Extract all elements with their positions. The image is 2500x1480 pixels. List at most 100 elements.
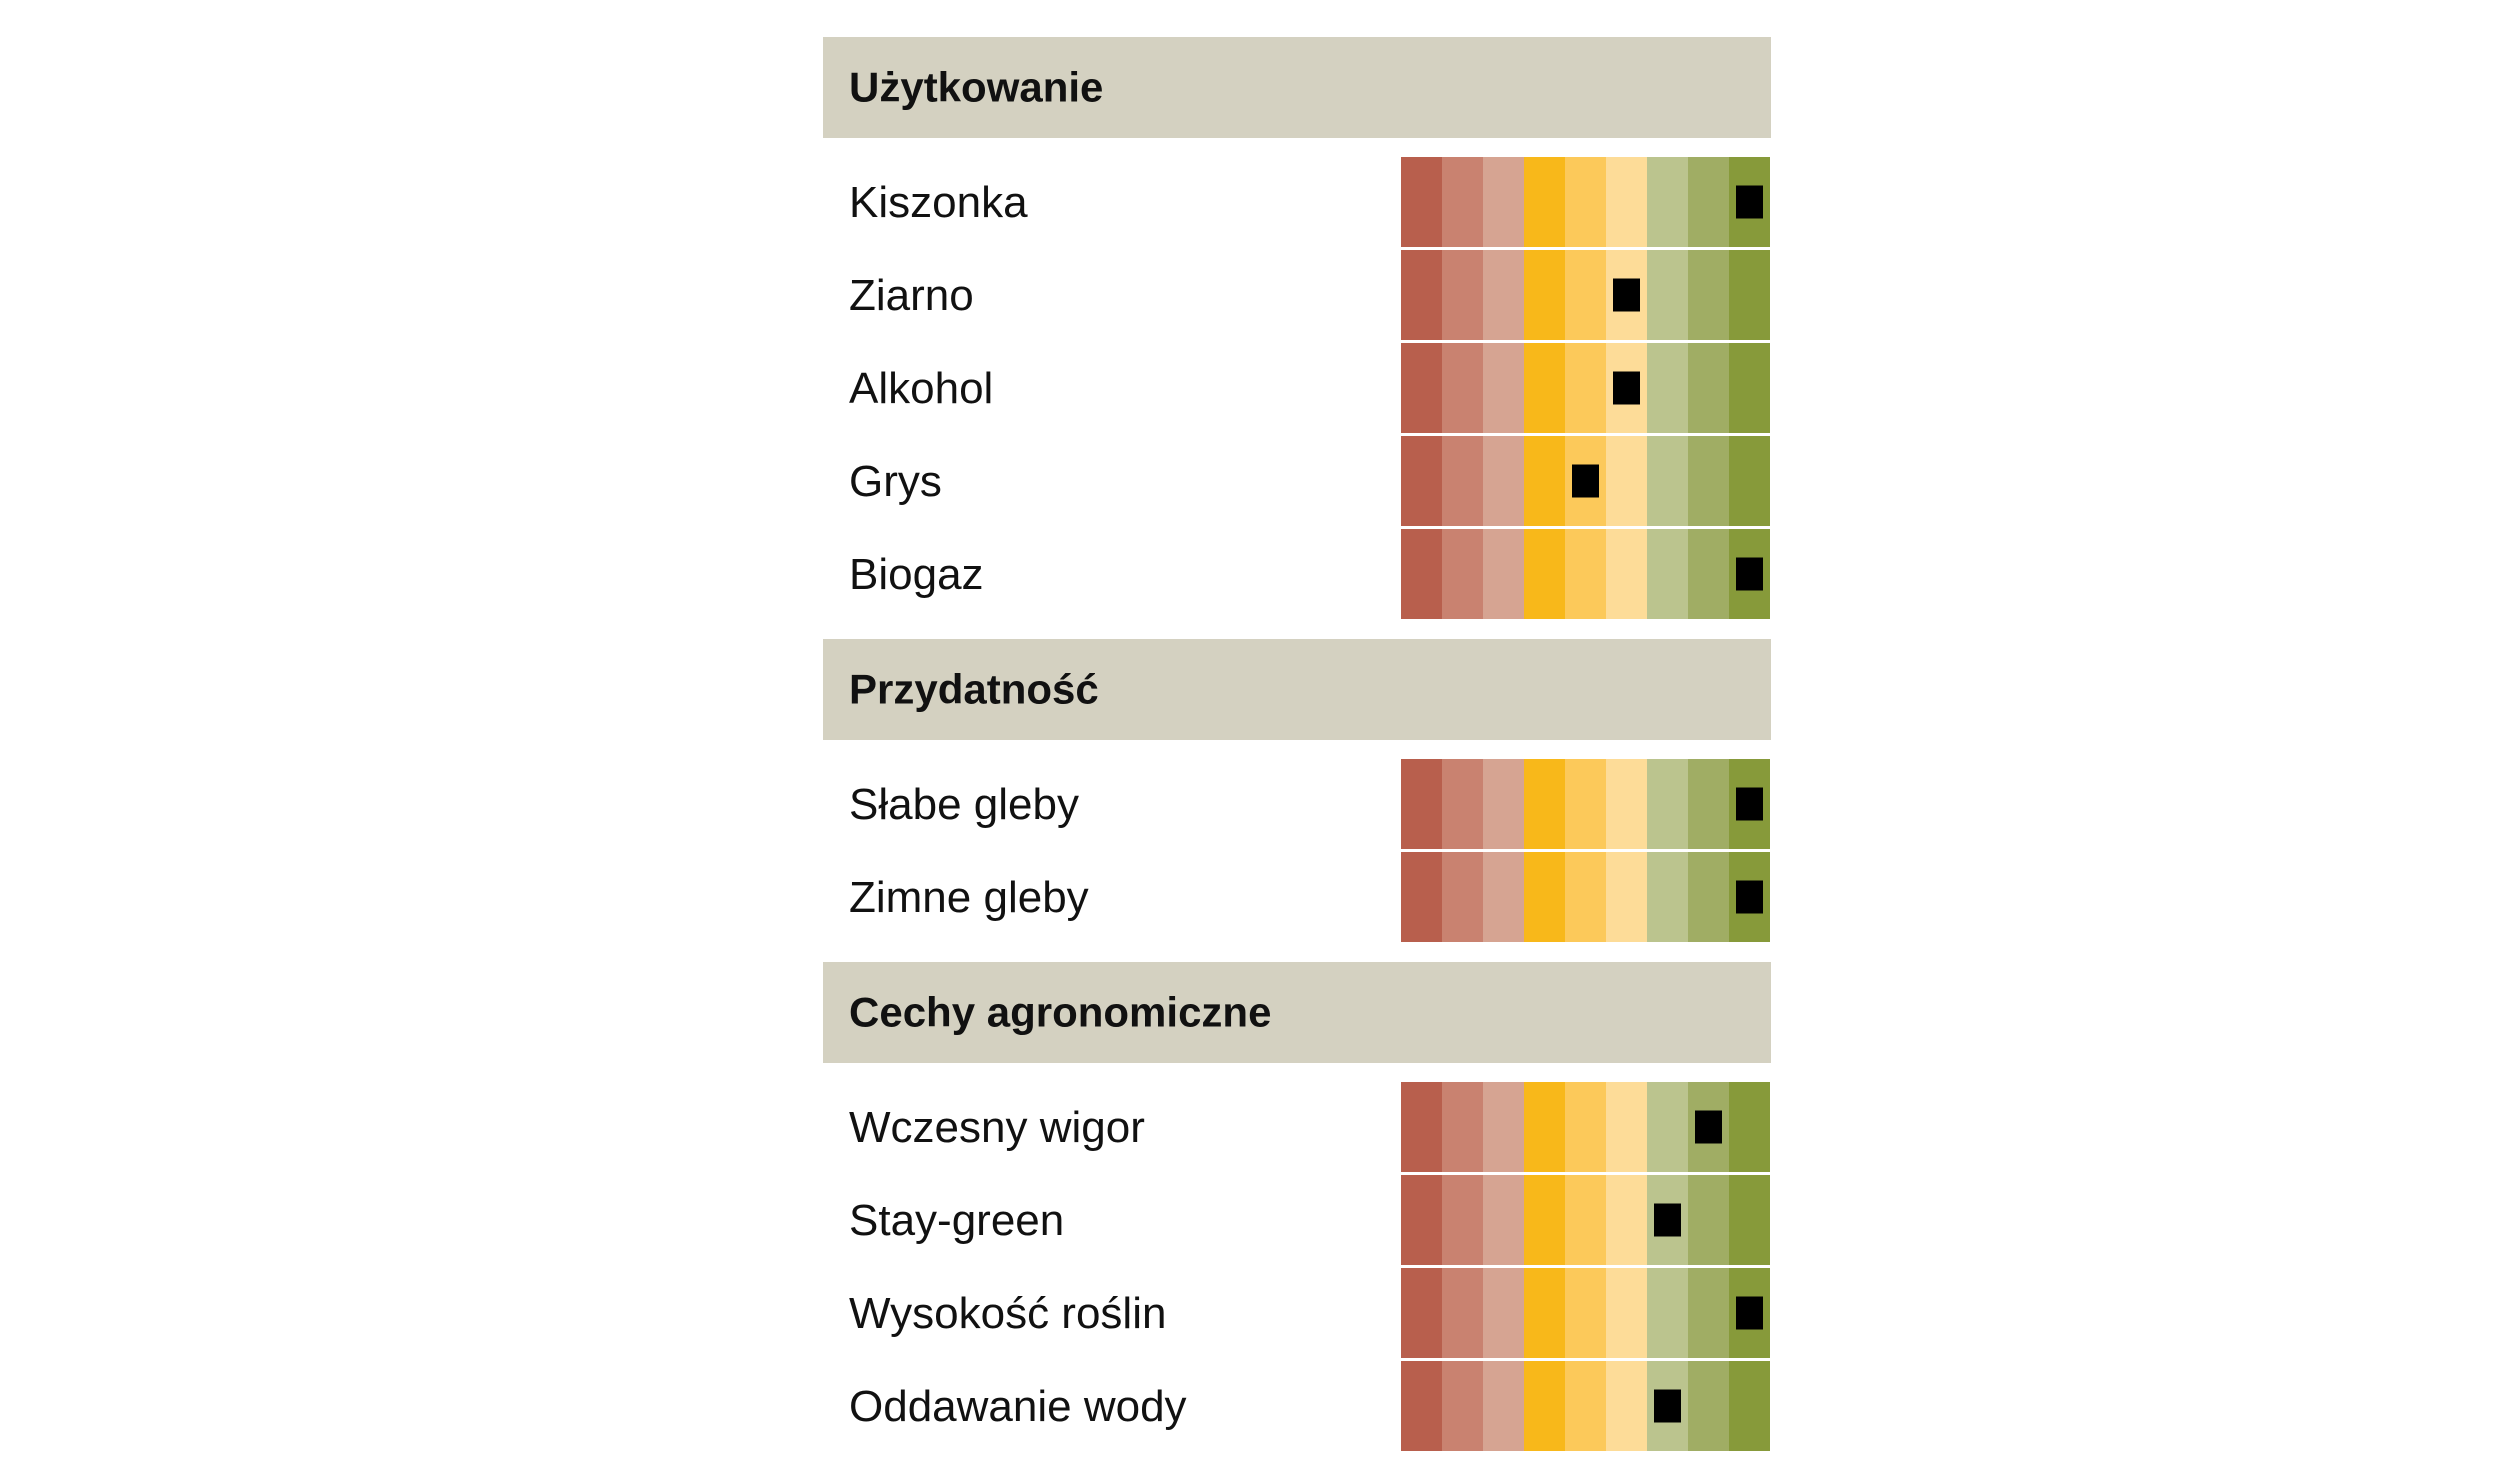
scale-cell-4 xyxy=(1524,1361,1565,1451)
scale-cell-2 xyxy=(1442,343,1483,433)
scale-cell-3 xyxy=(1483,1175,1524,1265)
scale-cell-7 xyxy=(1647,250,1688,340)
scale-cell-1 xyxy=(1401,852,1442,942)
section-header xyxy=(823,639,1771,740)
scale-cell-6 xyxy=(1606,759,1647,849)
rating-row: Oddawanie wody xyxy=(849,1361,1770,1451)
scale-cell-2 xyxy=(1442,1082,1483,1172)
section-2: Cechy agronomiczne Wczesny wigor Stay-gree… xyxy=(823,962,1771,1451)
scale-cell-1 xyxy=(1401,1082,1442,1172)
scale-cell-3 xyxy=(1483,343,1524,433)
scale-cell-9 xyxy=(1729,1082,1770,1172)
row-label: Grys xyxy=(849,457,942,506)
scale-cell-3 xyxy=(1483,1268,1524,1358)
scale-cell-9 xyxy=(1729,436,1770,526)
scale-cell-1 xyxy=(1401,1361,1442,1451)
scale-cell-6 xyxy=(1606,1082,1647,1172)
scale-cell-9 xyxy=(1729,1175,1770,1265)
section-title: Cechy agronomiczne xyxy=(849,989,1271,1036)
scale-cell-2 xyxy=(1442,1268,1483,1358)
scale-cell-6 xyxy=(1606,1361,1647,1451)
scale-cell-2 xyxy=(1442,852,1483,942)
scale-cell-1 xyxy=(1401,759,1442,849)
scale-cell-1 xyxy=(1401,250,1442,340)
scale-cell-8 xyxy=(1688,1361,1729,1451)
scale-cell-4 xyxy=(1524,529,1565,619)
scale-cell-2 xyxy=(1442,1361,1483,1451)
scale-cell-5 xyxy=(1565,1175,1606,1265)
row-label: Biogaz xyxy=(849,550,984,599)
scale-cell-3 xyxy=(1483,436,1524,526)
rating-row: Ziarno xyxy=(849,250,1770,340)
scale-cell-4 xyxy=(1524,1268,1565,1358)
section-0: Użytkowanie Kiszonka Ziarno Alkohol Grys Biog… xyxy=(823,37,1771,619)
scale-cell-5 xyxy=(1565,250,1606,340)
scale-cell-4 xyxy=(1524,1175,1565,1265)
scale-cell-3 xyxy=(1483,1082,1524,1172)
scale-cell-7 xyxy=(1647,1082,1688,1172)
row-label: Zimne gleby xyxy=(849,873,1089,922)
rating-row: Kiszonka xyxy=(849,157,1770,247)
scale-cell-7 xyxy=(1647,1268,1688,1358)
scale-cell-4 xyxy=(1524,759,1565,849)
scale-cell-8 xyxy=(1688,157,1729,247)
scale-cell-1 xyxy=(1401,529,1442,619)
rating-row: Stay-green xyxy=(849,1175,1770,1265)
scale-cell-8 xyxy=(1688,343,1729,433)
scale-cell-6 xyxy=(1606,436,1647,526)
row-label: Oddawanie wody xyxy=(849,1382,1187,1431)
rating-marker xyxy=(1736,557,1763,591)
scale-cell-5 xyxy=(1565,1361,1606,1451)
rating-marker xyxy=(1736,787,1763,821)
section-header xyxy=(823,962,1771,1063)
scale-cell-8 xyxy=(1688,250,1729,340)
scale-cell-4 xyxy=(1524,1082,1565,1172)
scale-cell-4 xyxy=(1524,157,1565,247)
rating-row: Alkohol xyxy=(849,343,1770,433)
section-1: Przydatność Słabe gleby Zimne gleby xyxy=(823,639,1771,942)
scale-cell-6 xyxy=(1606,1175,1647,1265)
scale-cell-7 xyxy=(1647,436,1688,526)
scale-cell-4 xyxy=(1524,436,1565,526)
scale-cell-5 xyxy=(1565,1268,1606,1358)
scale-cell-8 xyxy=(1688,852,1729,942)
row-label: Wysokość roślin xyxy=(849,1289,1166,1338)
scale-cell-4 xyxy=(1524,343,1565,433)
rating-row: Wysokość roślin xyxy=(849,1268,1770,1358)
rating-row: Zimne gleby xyxy=(849,852,1770,942)
section-title: Przydatność xyxy=(849,666,1099,713)
scale-cell-3 xyxy=(1483,759,1524,849)
rating-marker xyxy=(1736,880,1763,914)
scale-cell-5 xyxy=(1565,529,1606,619)
scale-cell-3 xyxy=(1483,250,1524,340)
scale-cell-9 xyxy=(1729,1361,1770,1451)
scale-cell-7 xyxy=(1647,529,1688,619)
rating-marker xyxy=(1654,1203,1681,1237)
scale-cell-5 xyxy=(1565,852,1606,942)
scale-cell-5 xyxy=(1565,759,1606,849)
scale-cell-2 xyxy=(1442,1175,1483,1265)
section-header xyxy=(823,37,1771,138)
rating-marker xyxy=(1654,1389,1681,1423)
scale-cell-1 xyxy=(1401,1175,1442,1265)
scale-cell-8 xyxy=(1688,759,1729,849)
scale-cell-2 xyxy=(1442,529,1483,619)
rating-marker xyxy=(1695,1110,1722,1144)
scale-cell-9 xyxy=(1729,250,1770,340)
scale-cell-8 xyxy=(1688,1268,1729,1358)
scale-cell-6 xyxy=(1606,852,1647,942)
scale-cell-8 xyxy=(1688,1175,1729,1265)
scale-cell-7 xyxy=(1647,157,1688,247)
scale-cell-2 xyxy=(1442,157,1483,247)
scale-cell-1 xyxy=(1401,343,1442,433)
rating-marker xyxy=(1736,185,1763,219)
row-label: Kiszonka xyxy=(849,178,1028,227)
scale-cell-7 xyxy=(1647,759,1688,849)
section-title: Użytkowanie xyxy=(849,64,1103,111)
scale-cell-6 xyxy=(1606,1268,1647,1358)
scale-cell-3 xyxy=(1483,529,1524,619)
row-label: Wczesny wigor xyxy=(849,1103,1145,1152)
row-label: Stay-green xyxy=(849,1196,1064,1245)
scale-cell-1 xyxy=(1401,436,1442,526)
